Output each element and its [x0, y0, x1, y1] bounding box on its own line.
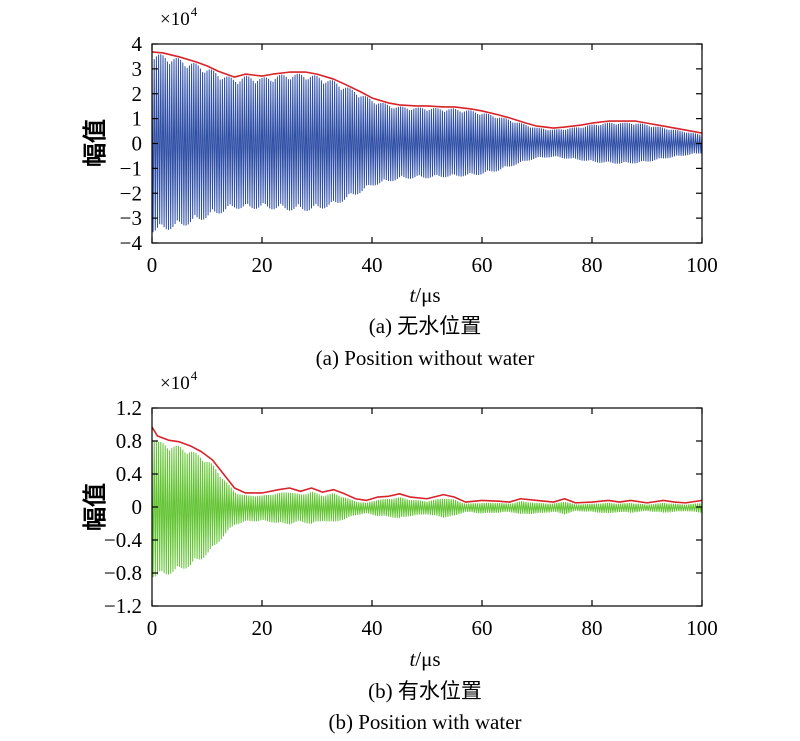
y-tick-label: −4 [120, 231, 143, 255]
x-tick-label: 20 [252, 253, 273, 277]
y-tick-label: −1.2 [104, 594, 142, 618]
x-tick-label: 80 [582, 616, 603, 640]
y-tick-label: −0.8 [104, 561, 142, 585]
y-tick-label: 1.2 [116, 396, 142, 420]
x-tick-label: 60 [472, 616, 493, 640]
y-tick-label: 4 [132, 32, 143, 56]
x-axis-variable: t [409, 283, 416, 307]
x-tick-label: 60 [472, 253, 493, 277]
x-tick-label: 80 [582, 253, 603, 277]
multiplier-exponent: 4 [190, 368, 198, 383]
y-tick-label: −0.4 [104, 528, 143, 552]
y-tick-label: 0 [132, 495, 143, 519]
y-axis-label-a: 幅值 [81, 119, 109, 167]
signal-waveform-a [152, 54, 702, 233]
x-tick-label: 40 [362, 616, 383, 640]
y-tick-label: 3 [132, 57, 143, 81]
envelope-line-b [152, 426, 702, 504]
signal-waveform-b [152, 440, 702, 578]
x-tick-label: 0 [147, 253, 158, 277]
caption-cn-b: (b) 有水位置 [368, 679, 482, 703]
chart-b: 0 20 40 60 80 100 1.2 0.8 0.4 0 −0.4 −0.8 −1.2 [104, 396, 718, 640]
multiplier-base: ×10 [160, 373, 190, 394]
caption-en-b: (b) Position with water [328, 710, 522, 734]
y-axis-multiplier-b: ×104 [160, 368, 197, 396]
x-tick-label: 20 [252, 616, 273, 640]
x-axis-unit: /μs [415, 283, 441, 307]
x-axis-label-a: t/μs [150, 283, 700, 307]
y-tick-label: 0.4 [116, 462, 143, 486]
y-tick-label: 2 [132, 82, 143, 106]
x-axis-unit: /μs [415, 647, 441, 671]
envelope-line-a [152, 51, 702, 134]
multiplier-exponent: 4 [190, 4, 198, 19]
y-axis-label-b: 幅值 [81, 483, 109, 531]
x-tick-label: 0 [147, 616, 158, 640]
x-tick-label: 40 [362, 253, 383, 277]
y-tick-label: −2 [120, 181, 142, 205]
y-axis-multiplier-a: ×104 [160, 4, 197, 32]
x-axis-label-b: t/μs [150, 647, 700, 671]
y-tick-label: 0 [132, 132, 143, 156]
y-tick-label: 1 [132, 107, 143, 131]
y-tick-label: −3 [120, 206, 142, 230]
x-tick-label: 100 [686, 253, 718, 277]
multiplier-base: ×10 [160, 9, 190, 30]
y-tick-label: 0.8 [116, 429, 142, 453]
caption-cn-a: (a) 无水位置 [368, 314, 482, 338]
caption-en-a: (a) Position without water [315, 346, 535, 370]
x-tick-label: 100 [686, 616, 718, 640]
y-tick-label: −1 [120, 156, 142, 180]
x-axis-variable: t [409, 647, 416, 671]
plot-frame-a [151, 43, 703, 244]
